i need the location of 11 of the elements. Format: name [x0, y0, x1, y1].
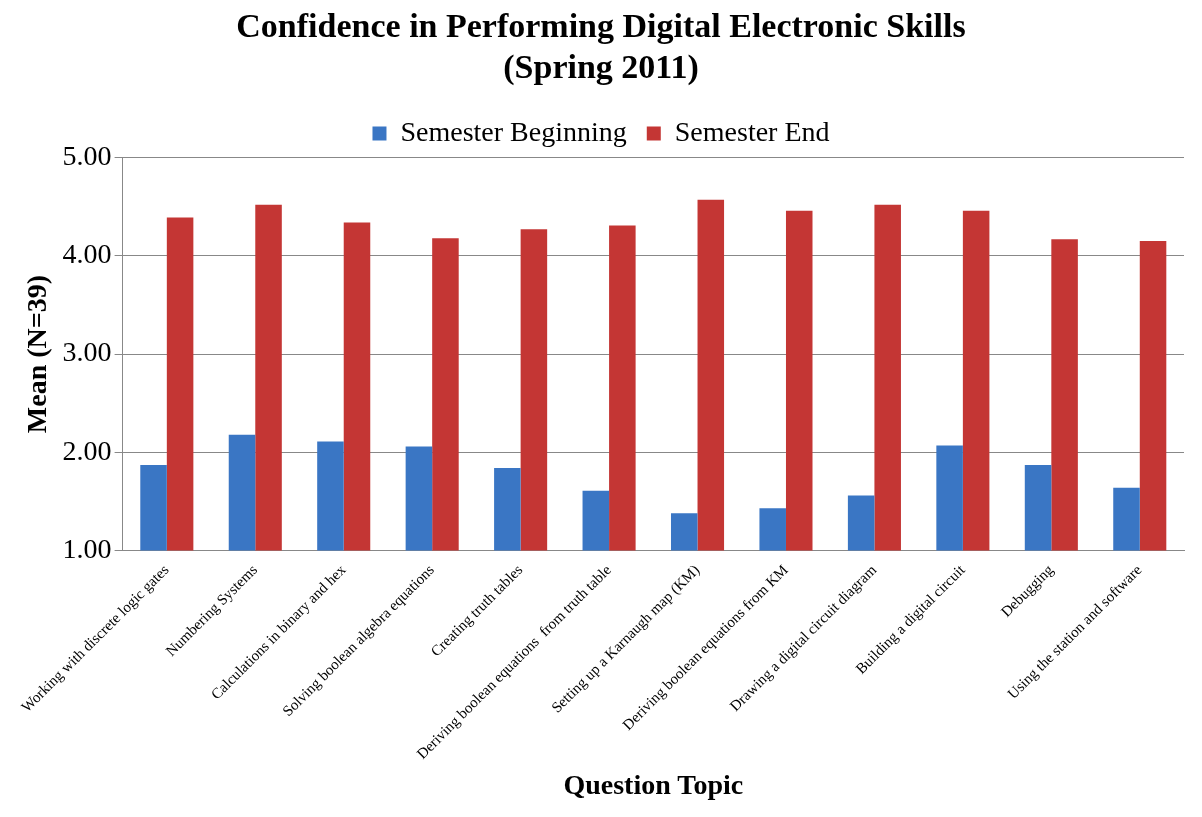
legend-label: Semester End	[674, 115, 830, 147]
legend-label: Semester Beginning	[400, 115, 627, 147]
y-tick-label: 3.00	[62, 336, 112, 368]
y-axis-title: Mean (N=39)	[21, 274, 53, 434]
y-tick-label: 5.00	[62, 139, 112, 171]
text: Confidence in Performing Digital Electronic Skills	[236, 7, 966, 45]
y-tick-label: 4.00	[62, 238, 112, 270]
x-axis-title: Question Topic	[563, 769, 744, 801]
y-tick-label: 2.00	[62, 434, 112, 466]
text: (Spring 2011)	[503, 47, 699, 85]
y-tick-label: 1.00	[62, 532, 112, 564]
